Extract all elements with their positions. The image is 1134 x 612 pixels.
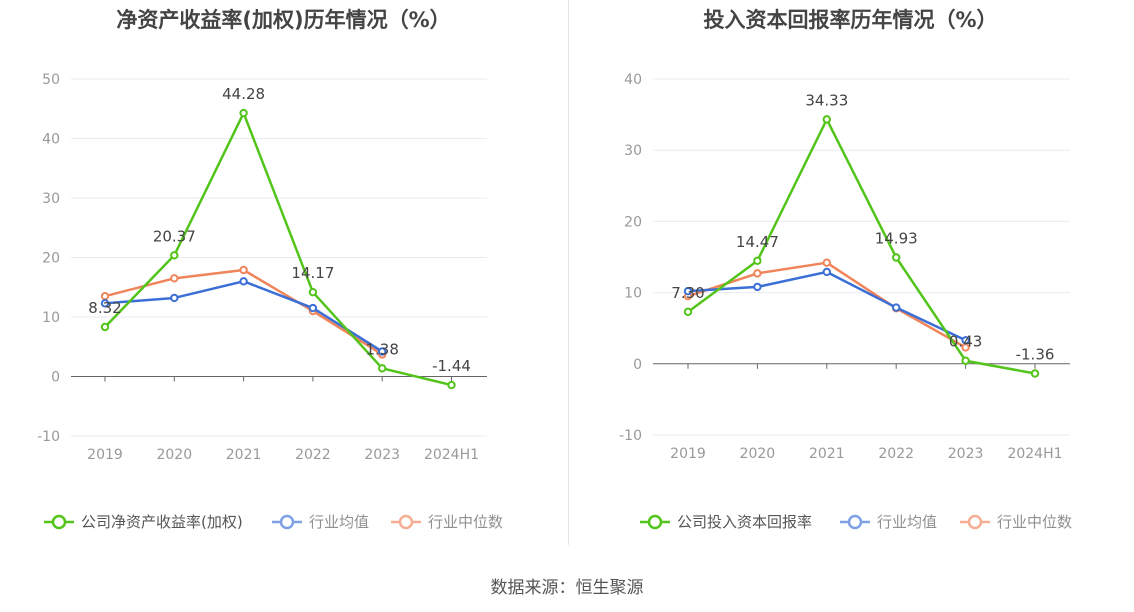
data-point (308, 303, 318, 313)
data-label: 8.32 (88, 299, 121, 317)
data-label: 14.93 (875, 229, 918, 247)
data-point (892, 303, 901, 312)
x-tick-label: 2024H1 (424, 447, 479, 463)
data-point (822, 267, 831, 277)
data-point (378, 364, 387, 373)
data-point (822, 115, 831, 124)
legend-marker (279, 514, 295, 530)
y-tick-label: 40 (42, 132, 60, 148)
legend-item-2[interactable]: 行业中位数 (960, 513, 1072, 531)
data-point (447, 380, 456, 390)
legend-label: 公司净资产收益率(加权) (81, 513, 243, 531)
y-tick-label: 0 (633, 357, 642, 373)
x-tick-label: 2020 (740, 446, 776, 462)
data-label: 34.33 (805, 91, 848, 109)
y-tick-label: 50 (42, 72, 60, 88)
x-tick-label: 2022 (295, 447, 331, 463)
y-tick-label: 30 (42, 191, 60, 207)
legend-marker (51, 514, 67, 530)
x-tick-label: 2019 (87, 447, 123, 463)
legend-item-2[interactable]: 行业中位数 (391, 513, 503, 531)
y-tick-label: -10 (37, 429, 60, 445)
legend-label: 行业中位数 (997, 513, 1072, 531)
legend-marker (847, 514, 863, 530)
legend-label: 行业均值 (877, 513, 937, 531)
x-tick-label: 2023 (948, 446, 984, 462)
legend-marker (967, 514, 983, 530)
data-point (239, 277, 248, 286)
data-label: 14.47 (736, 233, 779, 251)
data-point (822, 258, 831, 267)
data-label: 0.43 (949, 333, 982, 351)
roic-chart-panel: 投入资本回报率历年情况（%） 40 30 20 10 0 -10 2019 2020 2021 2… (567, 0, 1134, 560)
data-point (170, 274, 179, 283)
data-point (239, 265, 248, 275)
data-point (753, 282, 762, 292)
x-tick-label: 2024H1 (1007, 446, 1062, 462)
x-tick-label: 2023 (364, 447, 400, 463)
x-tick-label: 2019 (670, 446, 706, 462)
y-tick-label: 10 (42, 310, 60, 326)
data-point (683, 286, 693, 296)
data-point (892, 253, 901, 262)
roic-chart-title: 投入资本回报率历年情况（%） (703, 8, 998, 32)
series-line-0 (687, 118, 1036, 375)
data-label: 20.37 (153, 227, 196, 245)
y-tick-label: -10 (619, 428, 642, 444)
roic-chart-plot: 40 30 20 10 0 -10 2019 2020 2021 2022 2023 2024H1 7.… (619, 72, 1072, 531)
legend-marker (647, 514, 663, 530)
panel-divider (568, 0, 569, 545)
legend-item-1[interactable]: 行业均值 (272, 513, 369, 531)
data-point (961, 336, 970, 345)
x-tick-label: 2021 (809, 446, 845, 462)
data-point (170, 293, 179, 303)
y-tick-label: 20 (42, 251, 60, 267)
data-source-note: 数据来源：恒生聚源 (490, 578, 644, 598)
legend-label: 行业均值 (309, 513, 369, 531)
legend-label: 公司投入资本回报率 (677, 513, 812, 531)
data-point (961, 356, 970, 365)
data-label: 44.28 (222, 85, 265, 103)
legend-marker (398, 514, 414, 530)
y-tick-label: 20 (624, 214, 642, 230)
data-label: 14.17 (291, 264, 334, 282)
data-label: 1.38 (365, 340, 398, 358)
legend-label: 行业中位数 (428, 513, 503, 531)
x-tick-label: 2022 (878, 446, 914, 462)
data-point (1030, 369, 1040, 378)
y-tick-label: 30 (624, 143, 642, 159)
series-line-0 (104, 111, 452, 387)
x-tick-label: 2021 (226, 447, 262, 463)
y-tick-label: 0 (51, 370, 60, 386)
data-point (170, 251, 179, 260)
data-point (753, 256, 762, 265)
x-tick-label: 2020 (156, 447, 192, 463)
data-label: -1.44 (432, 357, 471, 375)
data-point (308, 287, 318, 297)
legend-item-1[interactable]: 行业均值 (840, 513, 937, 531)
legend-item-0[interactable]: 公司净资产收益率(加权) (44, 513, 243, 531)
y-tick-label: 40 (624, 72, 642, 88)
data-point (239, 108, 248, 118)
roe-chart-panel: 净资产收益率(加权)历年情况（%） 50 40 30 20 10 0 -10 2019 2020… (0, 0, 567, 560)
roe-chart-title: 净资产收益率(加权)历年情况（%） (116, 8, 451, 32)
roe-chart-plot: 50 40 30 20 10 0 -10 2019 2020 2021 2022 2023 2024H1… (37, 72, 503, 531)
data-point (753, 269, 762, 278)
data-point (100, 299, 110, 308)
data-label: 7.30 (671, 284, 704, 302)
data-point (378, 347, 387, 356)
data-point (683, 307, 693, 317)
y-tick-label: 10 (624, 286, 642, 302)
series-line-1 (104, 280, 383, 353)
data-point (100, 322, 110, 332)
legend-item-0[interactable]: 公司投入资本回报率 (640, 513, 812, 531)
data-label: -1.36 (1016, 345, 1055, 363)
